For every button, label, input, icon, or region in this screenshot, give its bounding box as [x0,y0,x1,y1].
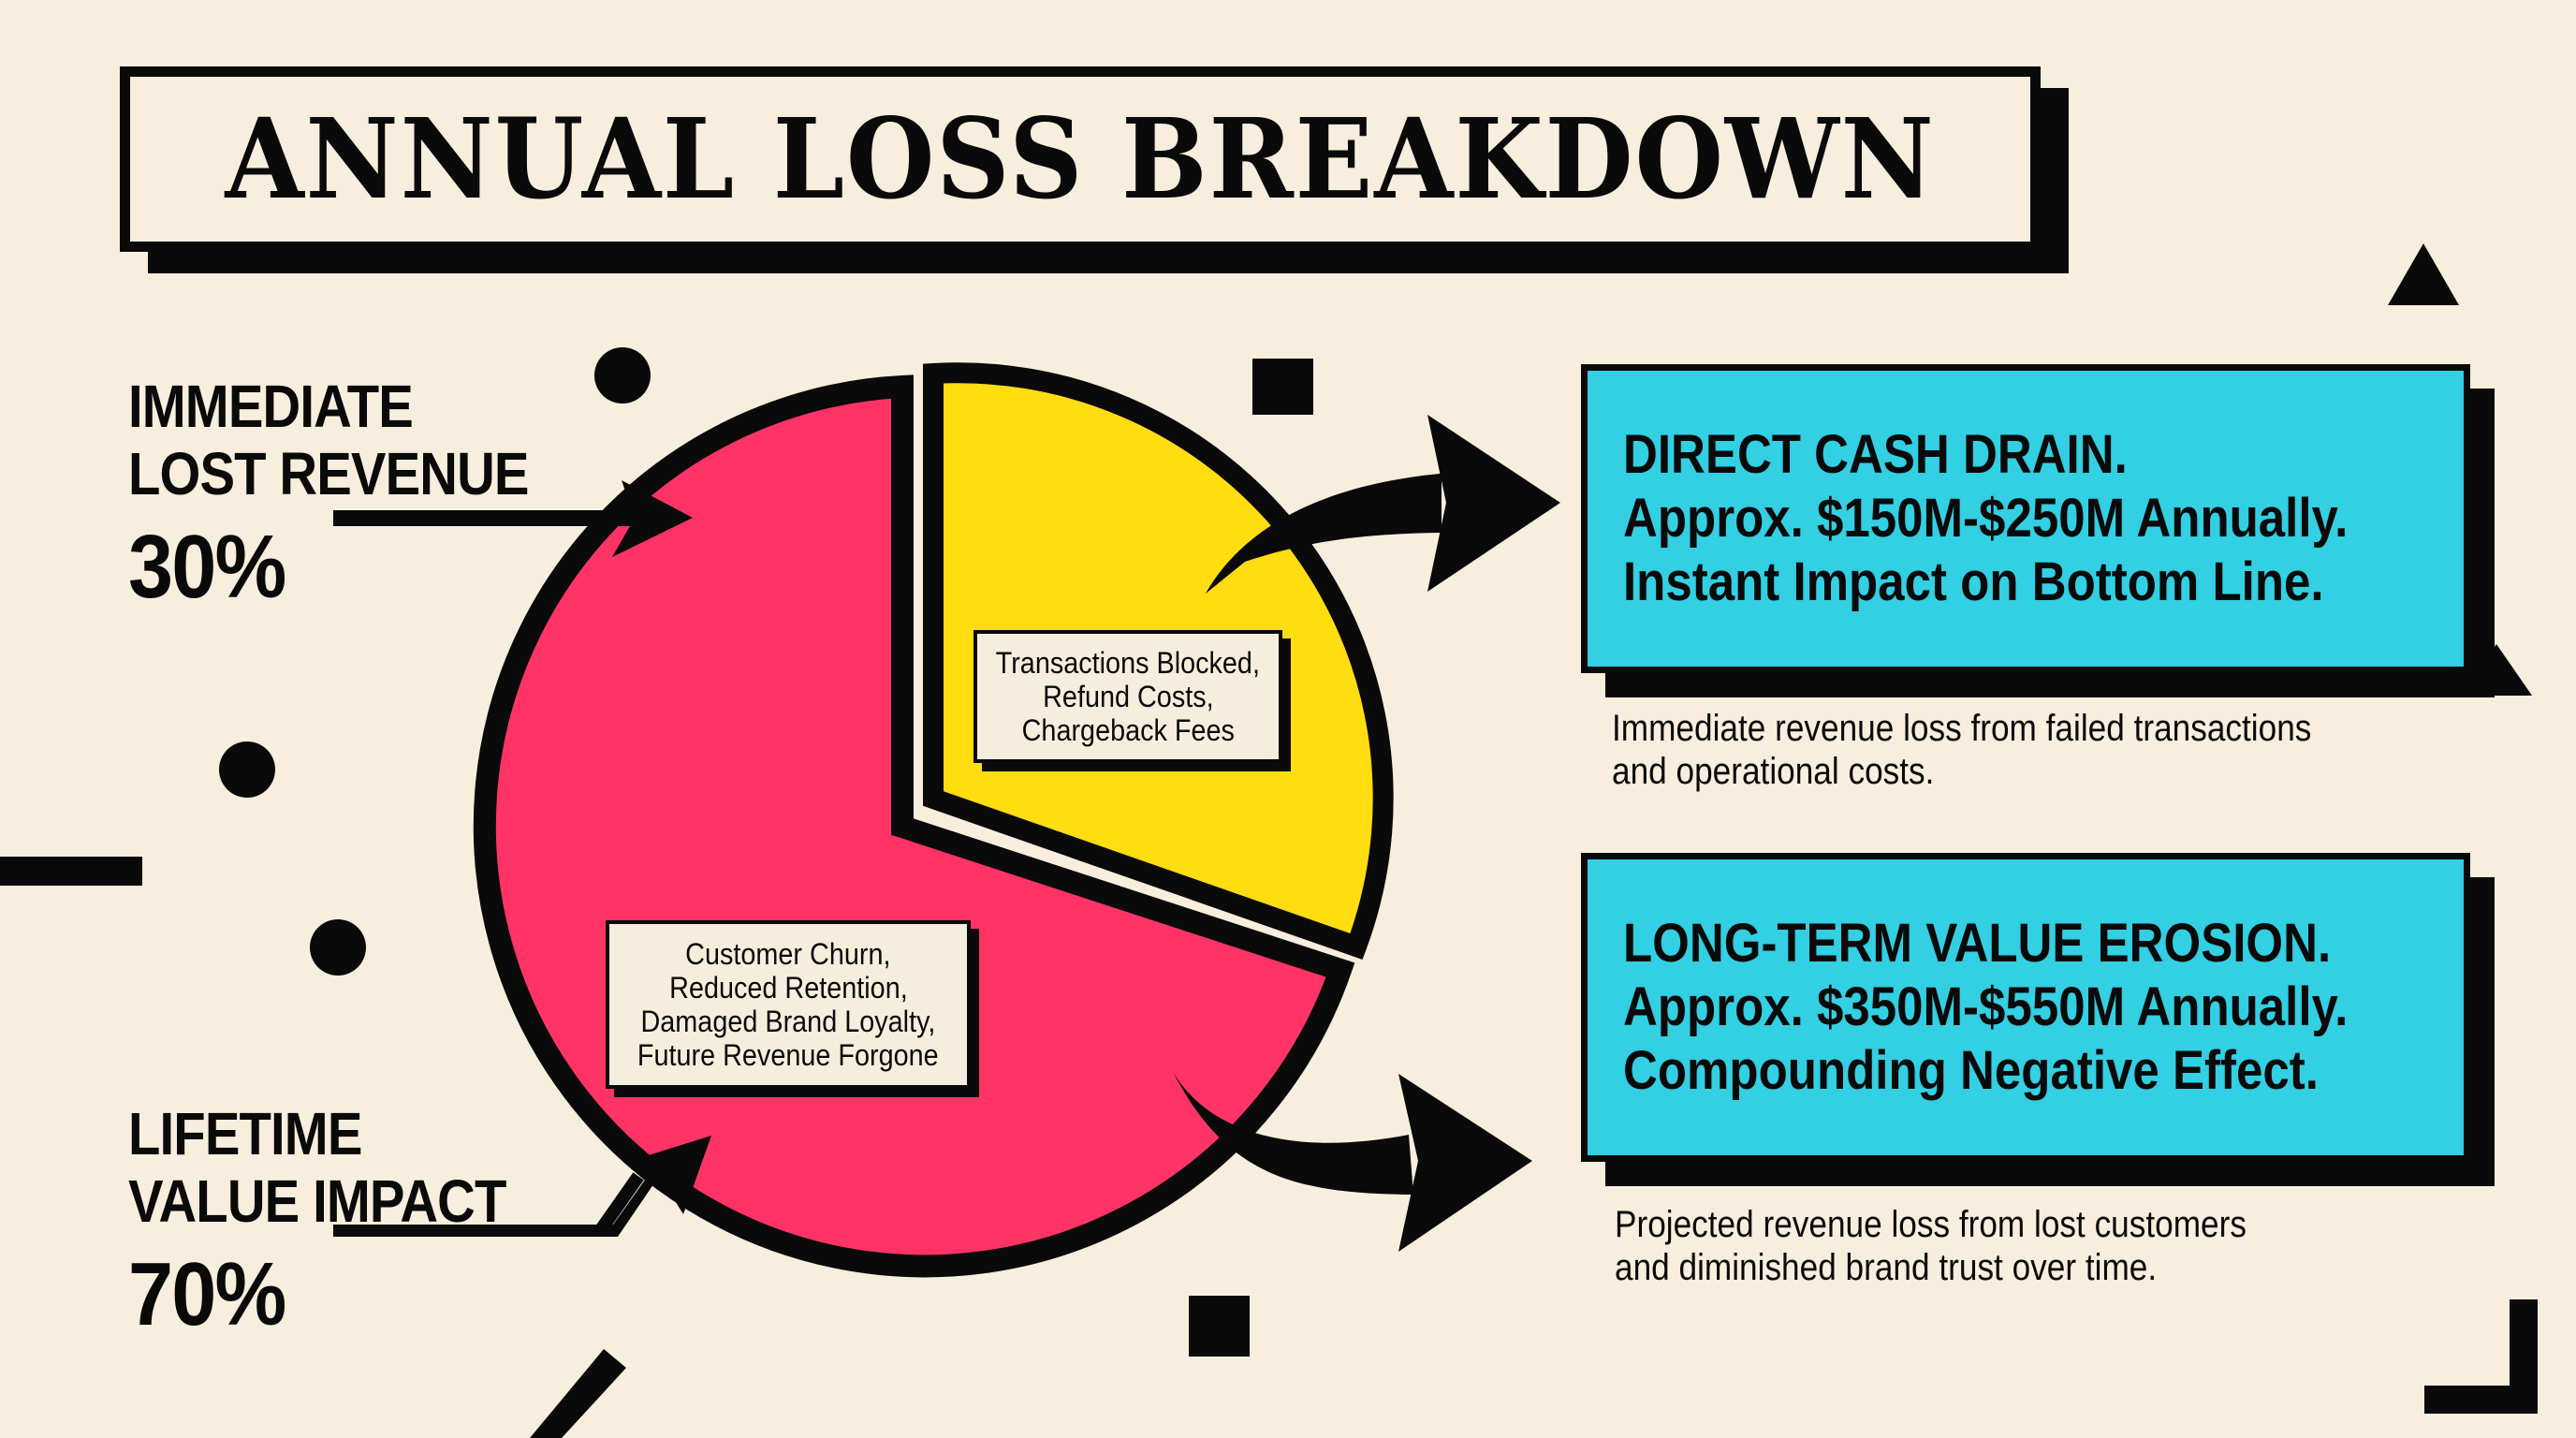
lifetime-percent: 70% [128,1244,286,1344]
caption-line: and diminished brand trust over time. [1615,1247,2158,1288]
lifetime-slice-description: Customer Churn, Reduced Retention, Damag… [606,920,971,1089]
decor-triangle-icon [2388,243,2459,305]
card-heading: DIRECT CASH DRAIN. [1623,424,2128,485]
immediate-label-line1: IMMEDIATE [128,373,414,440]
immediate-lost-revenue-label: IMMEDIATE LOST REVENUE 30% [128,373,583,614]
immediate-desc-line: Refund Costs, [1042,680,1214,713]
title-banner: ANNUAL LOSS BREAKDOWN [120,66,2041,252]
lifetime-desc-line: Customer Churn, [685,937,891,971]
decor-triangle-icon [2461,644,2532,696]
caption-line: and operational costs. [1612,751,1935,792]
arrow-to-long-term-card-icon [1172,1070,1532,1252]
lifetime-label-line2: VALUE IMPACT [128,1167,506,1235]
card-impact: Compounding Negative Effect. [1623,1040,2319,1101]
card-amount: Approx. $150M-$250M Annually. [1623,488,2349,549]
decor-dot-icon [594,347,651,404]
caption-line: Projected revenue loss from lost custome… [1615,1204,2247,1245]
immediate-desc-line: Transactions Blocked, [995,646,1261,680]
card-amount: Approx. $350M-$550M Annually. [1623,976,2349,1037]
lifetime-label-line1: LIFETIME [128,1100,362,1167]
immediate-desc-line: Chargeback Fees [1021,713,1235,747]
lifetime-desc-line: Future Revenue Forgone [637,1038,939,1072]
long-term-value-erosion-card: LONG-TERM VALUE EROSION. Approx. $350M-$… [1581,853,2470,1162]
caption-line: Immediate revenue loss from failed trans… [1612,708,2312,749]
immediate-label-line2: LOST REVENUE [128,440,529,507]
decor-square-icon [1189,1296,1250,1357]
lifetime-desc-line: Reduced Retention, [668,971,908,1005]
immediate-percent: 30% [128,517,286,617]
card-impact: Instant Impact on Bottom Line. [1623,551,2324,612]
lifetime-desc-line: Damaged Brand Loyalty, [640,1005,936,1038]
arrow-immediate-pointer-icon [333,480,693,557]
lifetime-value-impact-label: LIFETIME VALUE IMPACT 70% [128,1100,558,1342]
arrow-lifetime-pointer-icon [333,1136,711,1237]
decor-dot-icon [219,741,275,798]
decor-corner-bracket-icon [2424,1299,2538,1414]
decor-slash-icon [530,1349,626,1438]
long-term-value-erosion-caption: Projected revenue loss from lost custome… [1615,1203,2247,1289]
decor-bar-icon [0,857,142,886]
page-title: ANNUAL LOSS BREAKDOWN [225,94,1936,224]
card-heading: LONG-TERM VALUE EROSION. [1623,913,2332,974]
decor-dot-icon [310,919,366,976]
decor-square-icon [1252,359,1313,415]
direct-cash-drain-caption: Immediate revenue loss from failed trans… [1612,707,2311,793]
direct-cash-drain-card: DIRECT CASH DRAIN. Approx. $150M-$250M A… [1581,364,2470,673]
immediate-slice-description: Transactions Blocked, Refund Costs, Char… [973,630,1282,763]
arrow-to-direct-cash-card-icon [1206,415,1560,594]
